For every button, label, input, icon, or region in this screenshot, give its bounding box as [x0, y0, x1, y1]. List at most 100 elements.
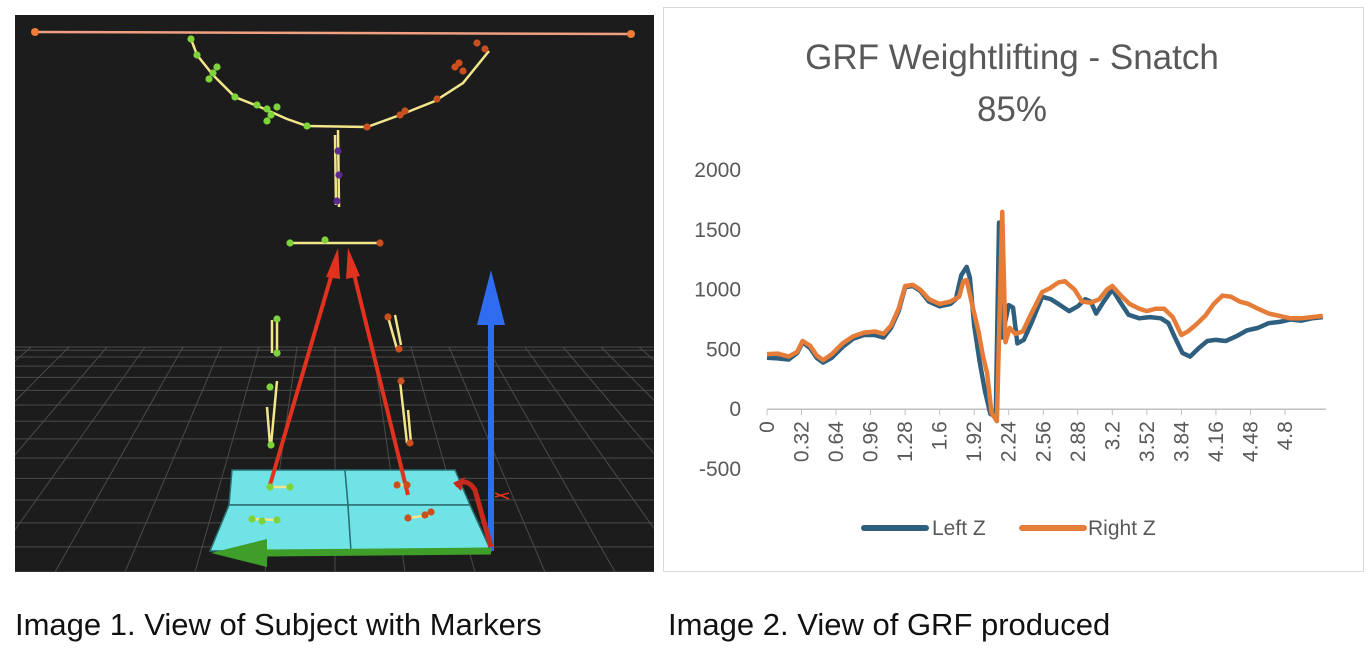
scene-marker [273, 103, 281, 111]
scene-marker [273, 315, 281, 323]
scene-marker [333, 197, 341, 205]
grf-vector-icon [268, 248, 410, 496]
scene-marker [406, 439, 414, 447]
legend: Left Z Right Z [861, 517, 1156, 540]
floor-grid-line [15, 346, 146, 531]
legend-label-left-z: Left Z [932, 517, 986, 540]
scene-marker [455, 59, 463, 67]
floor-grid-line [15, 346, 108, 456]
x-tick-label: 4.8 [1274, 421, 1297, 450]
grf-chart: GRF Weightlifting - Snatch 85% 2000 1500 1… [663, 7, 1364, 572]
scene-marker [303, 122, 311, 130]
motion-capture-viewport [15, 15, 654, 572]
floor-grid-line [600, 346, 654, 401]
y-tick-label: 1500 [694, 219, 741, 242]
force-plate-4 [347, 504, 493, 552]
x-tick-label: 0 [756, 421, 779, 433]
floor-grid-line [15, 346, 70, 402]
scene-marker [404, 514, 412, 522]
chart-series [766, 209, 1324, 424]
scene-marker [384, 313, 392, 321]
scene-marker [397, 377, 405, 385]
scene-marker [335, 171, 343, 179]
scene-marker [263, 117, 271, 125]
floor-grid-line [524, 346, 654, 530]
scene-marker [187, 35, 195, 43]
scene-marker [248, 515, 256, 523]
x-tick-label: 2.24 [998, 421, 1021, 462]
scene-marker [396, 111, 404, 119]
scene-marker [481, 45, 489, 53]
scene-marker [473, 39, 481, 47]
floor-grid-line [124, 346, 222, 572]
scene-marker [459, 67, 467, 75]
scene-marker [193, 51, 201, 59]
x-tick-label: 1.28 [894, 421, 917, 462]
scene-marker [433, 95, 441, 103]
y-axis-ticks: 2000 1500 1000 500 0 -500 [694, 159, 741, 481]
scene-marker [334, 147, 342, 155]
scene-marker [258, 517, 266, 525]
scene-marker [213, 63, 221, 71]
x-tick-label: 2.88 [1067, 421, 1090, 462]
scene-marker [253, 101, 261, 109]
scene-marker [266, 483, 274, 491]
scene-marker [286, 483, 294, 491]
chart-title-line-1: GRF Weightlifting - Snatch [805, 38, 1219, 77]
scene-svg [15, 15, 654, 572]
caption-image-1: Image 1. View of Subject with Markers [15, 607, 542, 642]
y-tick-label: 1000 [694, 279, 741, 302]
scene-marker [376, 239, 384, 247]
scene-marker [321, 236, 329, 244]
floor-grid-line [54, 346, 184, 572]
y-tick-label: 500 [706, 338, 741, 361]
barbell [31, 28, 635, 38]
x-tick-label: 4.48 [1239, 421, 1262, 462]
y-tick-label: 2000 [694, 159, 741, 182]
x-tick-label: 0.64 [825, 421, 848, 462]
x-tick-label: 0.96 [860, 421, 883, 462]
y-tick-label: -500 [699, 458, 741, 481]
floor-grid-line [562, 346, 654, 455]
x-tick-label: 3.84 [1170, 421, 1193, 462]
scene-marker [393, 481, 401, 489]
scene-marker [395, 345, 403, 353]
scene-marker [427, 508, 435, 516]
scene-marker [273, 516, 281, 524]
series-line-right-z [766, 209, 1324, 424]
x-tick-label: 4.16 [1205, 421, 1228, 462]
legend-label-right-z: Right Z [1088, 517, 1156, 540]
y-tick-label: 0 [729, 398, 741, 421]
series-line-left-z [766, 220, 1324, 419]
x-axis-ticks: 0 0.32 0.64 0.96 1.28 1.6 1.92 2.24 2.56 2.88 3.2 3… [756, 409, 1297, 462]
x-tick-label: 1.92 [963, 421, 986, 462]
scene-marker [263, 105, 271, 113]
force-plate-3 [208, 504, 352, 552]
scene-marker [267, 441, 275, 449]
rotation-gizmo-icon [453, 477, 510, 548]
scene-marker [231, 93, 239, 101]
x-tick-label: 3.52 [1136, 421, 1159, 462]
x-tick-label: 1.6 [929, 421, 952, 450]
floor-grid-line [448, 346, 546, 572]
chart-title-line-2: 85% [977, 90, 1047, 129]
scene-marker [267, 111, 275, 119]
chart-svg: GRF Weightlifting - Snatch 85% 2000 1500 1… [694, 38, 1326, 540]
floor-grid-line [194, 346, 260, 572]
x-axis-arrow-icon [211, 539, 492, 567]
scene-marker [403, 481, 411, 489]
scene-marker [209, 69, 217, 77]
z-axis-arrow-icon [477, 270, 505, 551]
scene-marker [286, 239, 294, 247]
scene-marker [421, 511, 429, 519]
marker-icon [187, 35, 489, 525]
scene-marker [266, 383, 274, 391]
scene-marker [363, 123, 371, 131]
force-plate-icon [208, 469, 493, 552]
scene-marker [273, 349, 281, 357]
x-tick-label: 0.32 [791, 421, 814, 462]
scene-marker [401, 107, 409, 115]
scene-marker [205, 75, 213, 83]
caption-image-2: Image 2. View of GRF produced [668, 607, 1111, 642]
x-tick-label: 2.56 [1032, 421, 1055, 462]
